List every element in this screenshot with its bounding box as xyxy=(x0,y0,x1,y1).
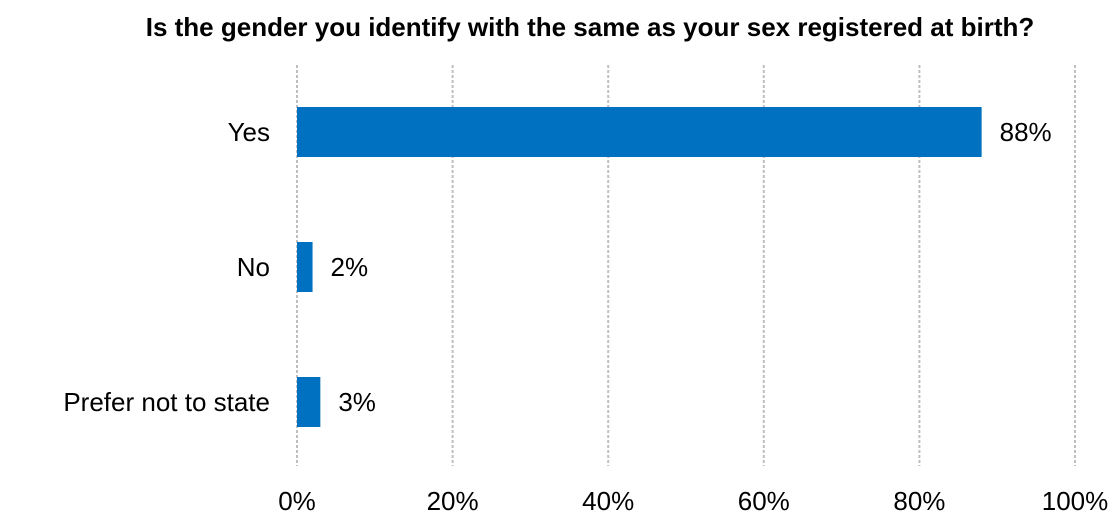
x-tick-label-0: 0% xyxy=(278,486,316,516)
data-labels: 88% 2% 3% xyxy=(331,117,1052,417)
x-tick-label-5: 100% xyxy=(1042,486,1109,516)
chart-title: Is the gender you identify with the same… xyxy=(145,12,1035,42)
x-axis-tick-labels: 0% 20% 40% 60% 80% 100% xyxy=(278,486,1108,516)
data-label-0: 88% xyxy=(1000,117,1052,147)
bar-2 xyxy=(297,377,321,427)
x-tick-label-2: 40% xyxy=(582,486,634,516)
x-tick-label-4: 80% xyxy=(893,486,945,516)
x-tick-label-1: 20% xyxy=(427,486,479,516)
category-label-1: No xyxy=(237,252,270,282)
category-label-2: Prefer not to state xyxy=(63,387,270,417)
bar-0 xyxy=(297,107,982,157)
bars xyxy=(297,107,982,427)
category-labels: Yes No Prefer not to state xyxy=(63,117,270,417)
category-label-0: Yes xyxy=(228,117,270,147)
bar-1 xyxy=(297,242,313,292)
data-label-1: 2% xyxy=(331,252,369,282)
data-label-2: 3% xyxy=(338,387,376,417)
x-tick-label-3: 60% xyxy=(738,486,790,516)
